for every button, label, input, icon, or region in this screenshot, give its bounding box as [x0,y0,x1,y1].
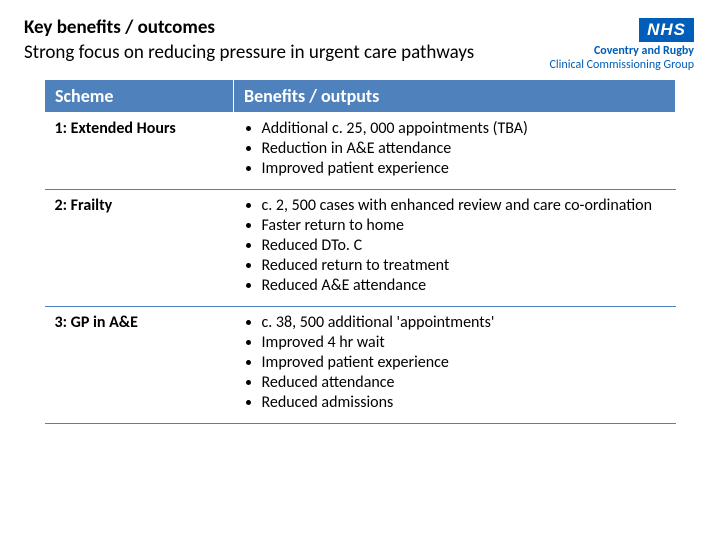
benefit-item: Improved patient experience [262,353,666,373]
benefit-item: Reduced admissions [262,393,666,413]
benefit-item: Faster return to home [262,216,666,236]
org-name-line1: Coventry and Rugby [550,44,695,58]
table-row: 1: Extended HoursAdditional c. 25, 000 a… [45,112,676,189]
benefit-item: Reduced A&E attendance [262,276,666,296]
benefit-item: Reduced return to treatment [262,256,666,276]
table-row: 2: Frailty c. 2, 500 cases with enhanced … [45,189,676,306]
header-row: Key benefits / outcomes Strong focus on … [24,16,696,79]
col-header-benefits: Benefits / outputs [234,79,676,112]
benefit-item: Improved patient experience [262,159,666,179]
table-header-row: Scheme Benefits / outputs [45,79,676,112]
benefits-table: Scheme Benefits / outputs 1: Extended Ho… [44,79,676,424]
nhs-logo-icon: NHS [639,18,694,42]
scheme-cell: 3: GP in A&E [45,306,234,423]
benefit-item: c. 2, 500 cases with enhanced review and… [262,196,666,216]
benefits-cell: c. 38, 500 additional 'appointments'Impr… [234,306,676,423]
benefit-item: Additional c. 25, 000 appointments (TBA) [262,119,666,139]
scheme-cell: 1: Extended Hours [45,112,234,189]
benefits-cell: Additional c. 25, 000 appointments (TBA)… [234,112,676,189]
benefits-list: Additional c. 25, 000 appointments (TBA)… [244,119,666,179]
benefits-tbody: 1: Extended HoursAdditional c. 25, 000 a… [45,112,676,423]
table-row: 3: GP in A&Ec. 38, 500 additional 'appoi… [45,306,676,423]
org-name-line2: Clinical Commissioning Group [550,58,695,72]
benefit-item: Reduced attendance [262,373,666,393]
nhs-logo-block: NHS Coventry and Rugby Clinical Commissi… [550,16,697,72]
benefit-item: Improved 4 hr wait [262,333,666,353]
slide: Key benefits / outcomes Strong focus on … [0,0,720,540]
benefit-item: Reduction in A&E attendance [262,139,666,159]
page-title: Key benefits / outcomes [24,16,550,39]
title-block: Key benefits / outcomes Strong focus on … [24,16,550,79]
benefits-list: c. 2, 500 cases with enhanced review and… [244,196,666,296]
benefit-item: c. 38, 500 additional 'appointments' [262,313,666,333]
page-subtitle: Strong focus on reducing pressure in urg… [24,41,494,65]
benefit-item: Reduced DTo. C [262,236,666,256]
col-header-scheme: Scheme [45,79,234,112]
benefits-cell: c. 2, 500 cases with enhanced review and… [234,189,676,306]
scheme-cell: 2: Frailty [45,189,234,306]
benefits-list: c. 38, 500 additional 'appointments'Impr… [244,313,666,413]
